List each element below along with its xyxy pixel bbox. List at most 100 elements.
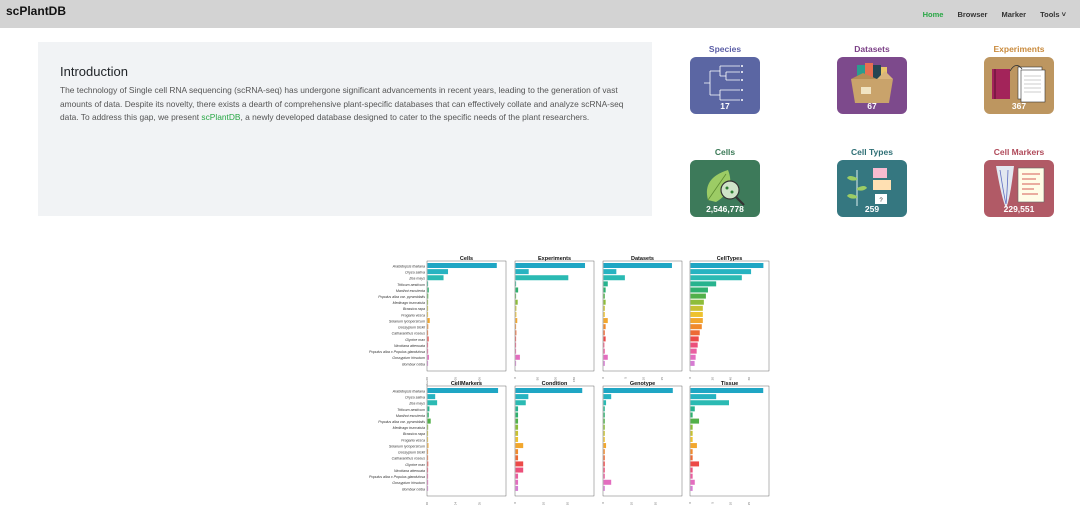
bar (690, 263, 764, 269)
bar (515, 360, 517, 366)
bar (603, 360, 605, 366)
bar (690, 406, 695, 412)
x-tick-label: 0 (688, 377, 692, 379)
y-tick-label: Solanum lycopersicum (389, 444, 425, 448)
cell-markers-card[interactable]: Cell Markers 229,551 (984, 147, 1054, 217)
bar (515, 449, 519, 455)
x-tick-label: 40 (729, 377, 733, 381)
bar (603, 455, 605, 461)
bar (603, 424, 605, 430)
y-tick-label: Brassica rapa (403, 307, 425, 311)
x-tick-label: 5 (710, 502, 714, 504)
species-card[interactable]: Species 17 (690, 44, 760, 114)
cells-count: 2,546,778 (706, 204, 744, 214)
experiments-card[interactable]: Experiments 367 (984, 44, 1054, 114)
cell-markers-card-box[interactable]: 229,551 (984, 160, 1054, 217)
svg-text:?: ? (879, 198, 883, 204)
bar (603, 336, 606, 342)
x-tick-label: 10 (629, 502, 633, 505)
bar (427, 430, 429, 436)
bar (603, 305, 605, 311)
y-tick-label: Solanum lycopersicum (389, 319, 425, 323)
panel-title: Tissue (721, 381, 738, 387)
bar (427, 324, 429, 330)
bar (427, 348, 429, 354)
y-tick-label: Manihot esculenta (396, 289, 425, 293)
cells-card-box[interactable]: 2,546,778 (690, 160, 760, 217)
bar (690, 348, 697, 354)
bar (690, 479, 695, 485)
bar (603, 275, 625, 281)
datasets-count: 67 (867, 101, 877, 111)
intro-text: The technology of Single cell RNA sequen… (60, 85, 624, 122)
bar (427, 305, 429, 311)
bar (515, 430, 519, 436)
bar (690, 473, 693, 479)
x-tick-label: 15 (660, 377, 664, 381)
bar (603, 443, 607, 449)
leaf-cell-icon (706, 170, 745, 206)
x-tick-label: 1e+06 (478, 377, 482, 386)
bar (603, 388, 673, 394)
y-tick-label: Bombax ceiba (402, 487, 425, 491)
bar (603, 430, 605, 436)
species-card-box[interactable]: 17 (690, 57, 760, 114)
y-tick-label: Triticum aestivum (397, 408, 425, 412)
bar (690, 281, 717, 287)
cell-types-card[interactable]: Cell Types ? 259 (837, 147, 907, 217)
bar (515, 479, 519, 485)
bar (515, 436, 519, 442)
y-tick-label: Zea mays (408, 402, 425, 406)
scplantdb-link[interactable]: scPlantDB (201, 112, 241, 122)
bar (603, 479, 612, 485)
y-tick-label: Oryza sativa (405, 271, 425, 275)
brand-logo[interactable]: scPlantDB (6, 4, 67, 18)
bar (515, 336, 517, 342)
bar (515, 287, 519, 293)
cell-types-card-box[interactable]: ? 259 (837, 160, 907, 217)
cell-markers-card-title: Cell Markers (993, 147, 1045, 157)
data-box-icon (851, 63, 893, 103)
y-tick-label: Oryza sativa (405, 396, 425, 400)
y-tick-label: Catharanthus roseus (392, 457, 426, 461)
nav-item-tools[interactable]: Tools ˅ (1040, 9, 1066, 19)
experiments-card-box[interactable]: 367 (984, 57, 1054, 114)
datasets-card[interactable]: Datasets 67 (837, 44, 907, 114)
y-tick-label: Populus alba x Populus glandulosa (369, 350, 425, 354)
x-tick-label: 0 (513, 502, 517, 504)
bar (427, 281, 429, 287)
y-tick-label: Gossypium hirsutum (392, 356, 425, 360)
bar (427, 443, 429, 449)
bar (427, 388, 499, 394)
y-tick-label: Nicotiana attenuata (394, 469, 425, 473)
x-tick-label: 10 (541, 502, 545, 505)
bar (603, 418, 605, 424)
bar (515, 299, 518, 305)
bar (690, 318, 703, 324)
bar (690, 388, 764, 394)
nav-item-marker[interactable]: Marker (1001, 9, 1027, 19)
bar (515, 324, 517, 330)
bar (515, 424, 519, 430)
bar (515, 406, 519, 412)
x-tick-label: 5 (623, 377, 627, 379)
y-tick-label: Arabidopsis thaliana (392, 264, 425, 268)
nav-item-browser[interactable]: Browser (957, 9, 988, 19)
bar (515, 400, 526, 406)
chart-panel-genotype: Genotype 0 10 20 (601, 381, 683, 505)
bar (690, 299, 704, 305)
bar (515, 263, 586, 269)
bar (515, 305, 517, 311)
bar (515, 455, 519, 461)
bar (515, 394, 529, 400)
datasets-card-box[interactable]: 67 (837, 57, 907, 114)
bar (603, 400, 607, 406)
x-tick-label: 1e+05 (478, 502, 482, 505)
bar (603, 348, 605, 354)
bar (690, 394, 717, 400)
cells-card[interactable]: Cells 2,546,778 (690, 147, 760, 217)
bar (690, 360, 695, 366)
nav-item-home[interactable]: Home (922, 9, 944, 19)
bar (603, 269, 617, 275)
bar (515, 275, 569, 281)
